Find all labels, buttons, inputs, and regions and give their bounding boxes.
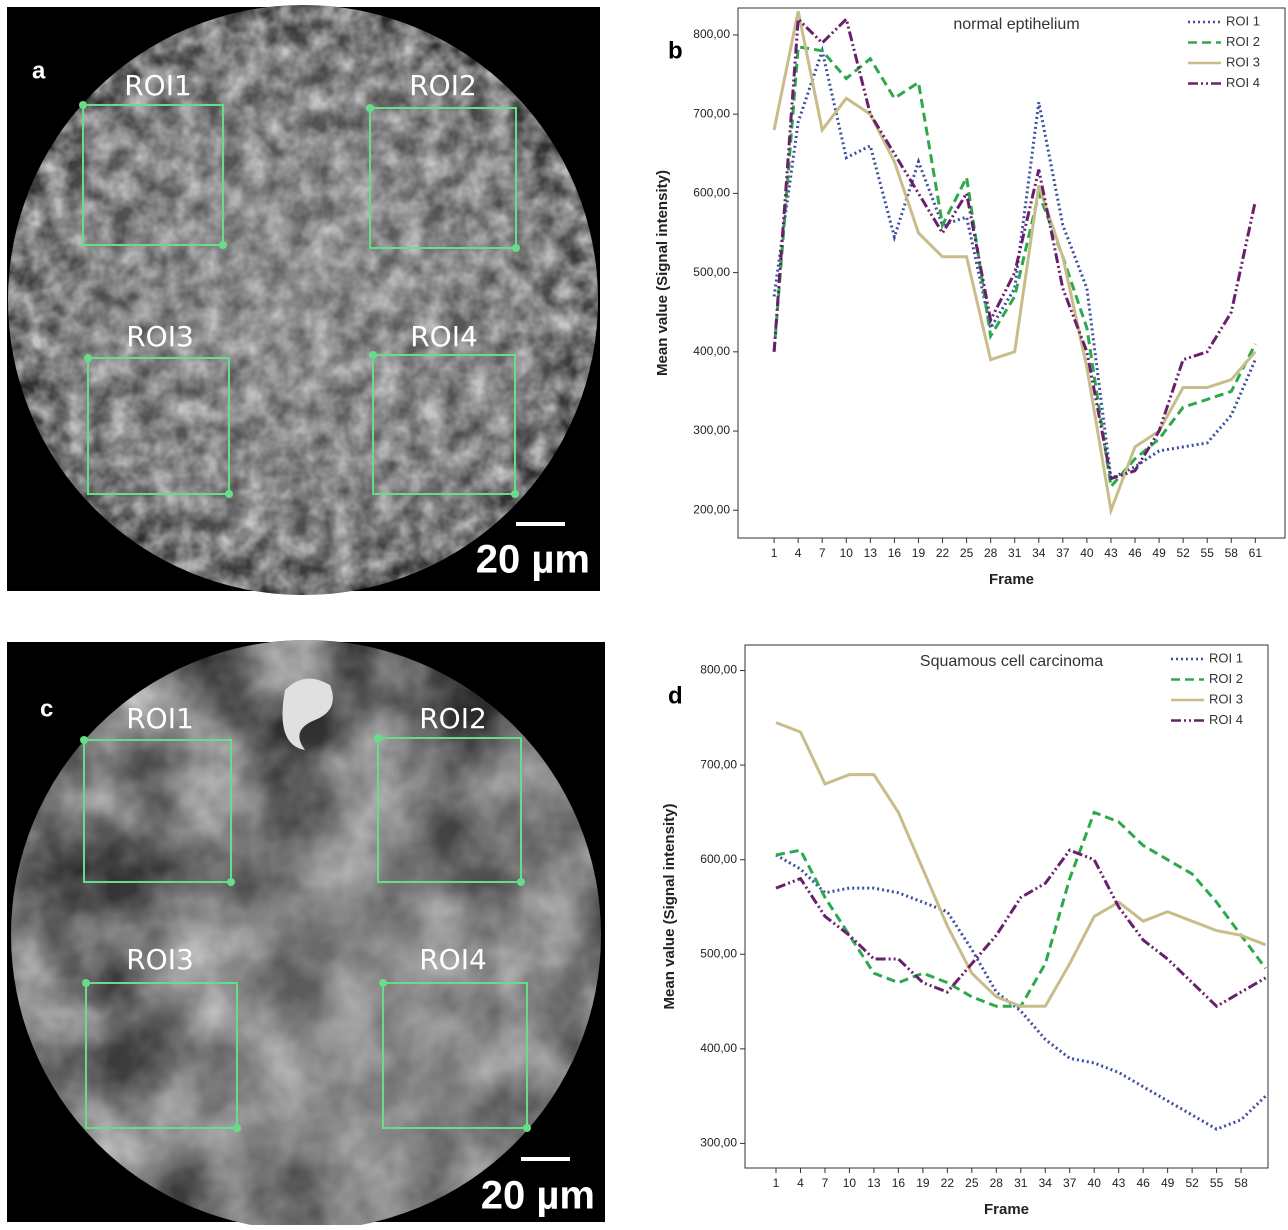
roi-label: ROI3 (126, 320, 194, 353)
x-tick-label: 13 (864, 546, 878, 560)
x-tick-label: 31 (1014, 1176, 1028, 1190)
x-tick-label: 1 (773, 1176, 780, 1190)
roi-label: ROI1 (124, 69, 192, 102)
x-tick-label: 49 (1152, 546, 1166, 560)
legend-label: ROI 1 (1209, 650, 1243, 665)
x-tick-label: 46 (1128, 546, 1142, 560)
y-tick-label: 600,00 (700, 852, 737, 866)
x-tick-label: 37 (1056, 546, 1070, 560)
y-axis-label: Mean value (Signal intensity) (661, 804, 678, 1010)
x-tick-label: 10 (843, 1176, 857, 1190)
x-tick-label: 55 (1210, 1176, 1224, 1190)
y-tick-label: 500,00 (700, 946, 737, 960)
x-tick-label: 22 (936, 546, 950, 560)
plot-frame (745, 645, 1268, 1168)
y-tick-label: 400,00 (693, 344, 730, 358)
y-tick-label: 300,00 (693, 423, 730, 437)
y-tick-label: 300,00 (700, 1136, 737, 1150)
legend-label: ROI 2 (1209, 671, 1243, 686)
x-axis-label: Frame (984, 1201, 1029, 1218)
series-line (776, 812, 1266, 1006)
x-tick-label: 58 (1234, 1176, 1248, 1190)
series-line (776, 723, 1266, 1007)
plot-frame (738, 8, 1285, 538)
x-tick-label: 43 (1112, 1176, 1126, 1190)
x-tick-label: 58 (1225, 546, 1239, 560)
x-tick-label: 1 (771, 546, 778, 560)
legend-label: ROI 1 (1226, 13, 1260, 28)
x-tick-label: 25 (960, 546, 974, 560)
x-tick-label: 16 (892, 1176, 906, 1190)
roi-label: ROI2 (409, 69, 477, 102)
x-tick-label: 31 (1008, 546, 1022, 560)
y-tick-label: 500,00 (693, 265, 730, 279)
microscopy-image-c: c ROI1 ROI2 ROI3 ROI4 20 µm (7, 640, 605, 1225)
series-line (774, 47, 1255, 487)
x-tick-label: 49 (1161, 1176, 1175, 1190)
x-tick-label: 52 (1176, 546, 1190, 560)
x-tick-label: 16 (888, 546, 902, 560)
x-tick-label: 34 (1032, 546, 1046, 560)
x-tick-label: 46 (1136, 1176, 1150, 1190)
x-tick-label: 19 (916, 1176, 930, 1190)
x-tick-label: 37 (1063, 1176, 1077, 1190)
y-tick-label: 800,00 (700, 663, 737, 677)
y-tick-label: 700,00 (700, 757, 737, 771)
legend-label: ROI 3 (1209, 691, 1243, 706)
y-tick-label: 700,00 (693, 106, 730, 120)
x-tick-label: 34 (1039, 1176, 1053, 1190)
microscopy-image-a: a ROI1 ROI2 ROI3 ROI4 20 µm (7, 5, 600, 595)
y-tick-label: 800,00 (693, 27, 730, 41)
panel-label: d (668, 682, 683, 709)
legend-label: ROI 2 (1226, 34, 1260, 49)
roi-label: ROI2 (419, 702, 487, 735)
panel-label: a (32, 57, 46, 84)
panel-label: b (668, 37, 683, 64)
x-tick-label: 4 (795, 546, 802, 560)
x-tick-label: 28 (990, 1176, 1004, 1190)
x-tick-label: 25 (965, 1176, 979, 1190)
roi-label: ROI4 (419, 943, 487, 976)
y-axis-label: Mean value (Signal intensity) (654, 170, 671, 376)
chart-title: Squamous cell carcinoma (920, 653, 1103, 670)
roi-label: ROI4 (410, 320, 478, 353)
x-tick-label: 52 (1185, 1176, 1199, 1190)
x-axis-label: Frame (989, 571, 1034, 588)
series-line (774, 51, 1255, 479)
y-tick-label: 400,00 (700, 1041, 737, 1055)
x-tick-label: 4 (797, 1176, 804, 1190)
x-tick-label: 61 (1249, 546, 1263, 560)
x-tick-label: 55 (1201, 546, 1215, 560)
chart-title: normal eptihelium (953, 16, 1079, 33)
scale-label: 20 µm (476, 538, 590, 582)
x-tick-label: 13 (867, 1176, 881, 1190)
x-tick-label: 28 (984, 546, 998, 560)
series-line (774, 11, 1255, 510)
x-tick-label: 7 (822, 1176, 829, 1190)
panel-label: c (40, 695, 53, 722)
figure: a ROI1 ROI2 ROI3 ROI4 20 µm c ROI1 ROI2 … (0, 0, 1288, 1225)
scale-label: 20 µm (481, 1174, 595, 1218)
x-tick-label: 19 (912, 546, 926, 560)
x-tick-label: 22 (941, 1176, 955, 1190)
roi-label: ROI3 (126, 943, 194, 976)
x-tick-label: 10 (840, 546, 854, 560)
legend-label: ROI 3 (1226, 54, 1260, 69)
x-tick-label: 40 (1080, 546, 1094, 560)
x-tick-label: 40 (1088, 1176, 1102, 1190)
y-tick-label: 600,00 (693, 186, 730, 200)
y-tick-label: 200,00 (693, 502, 730, 516)
x-tick-label: 7 (819, 546, 826, 560)
legend-label: ROI 4 (1209, 712, 1243, 727)
x-tick-label: 43 (1104, 546, 1118, 560)
legend-label: ROI 4 (1226, 75, 1260, 90)
roi-label: ROI1 (126, 702, 194, 735)
